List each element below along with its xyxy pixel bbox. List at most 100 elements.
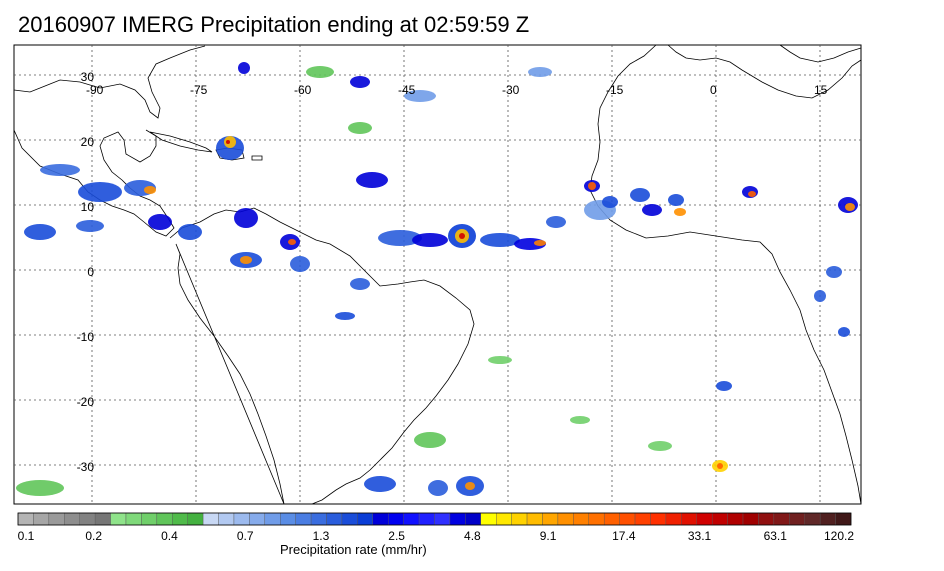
colorbar-swatch (94, 512, 111, 526)
colorbar-tick-label: 1.3 (312, 529, 330, 543)
precipitation-cell (335, 312, 355, 320)
latitude-label: -20 (77, 395, 95, 409)
longitude-label: -90 (86, 83, 104, 97)
precipitation-cell (648, 441, 672, 451)
graticule (14, 45, 861, 504)
colorbar-swatch (388, 512, 404, 526)
precipitation-cell (674, 208, 686, 216)
precipitation-cell (288, 239, 296, 245)
precipitation-cell (668, 194, 684, 206)
colorbar (17, 512, 852, 526)
precipitation-cell (716, 381, 732, 391)
precipitation-cell (378, 230, 422, 246)
colorbar-swatch (650, 512, 667, 526)
precipitation-cell (40, 164, 80, 176)
colorbar-tick-label: 120.2 (823, 529, 855, 543)
precipitation-cell (178, 224, 202, 240)
longitude-labels: -90 -75 -60 -45 -30 -15 0 15 (86, 83, 828, 97)
colorbar-swatch (249, 512, 266, 526)
precipitation-cell (642, 204, 662, 216)
precipitation-cell (226, 140, 230, 144)
coastline-iberia (667, 44, 862, 99)
colorbar-swatch (372, 512, 389, 526)
colorbar-swatch (557, 512, 574, 526)
colorbar-swatch (742, 512, 759, 526)
longitude-label: -60 (294, 83, 312, 97)
colorbar-outline (17, 512, 852, 526)
precipitation-cell (78, 182, 122, 202)
colorbar-swatch (403, 512, 420, 526)
precipitation-cell (240, 256, 252, 264)
precipitation-cell (348, 122, 372, 134)
precipitation-cell (570, 416, 590, 424)
coastline-africa (589, 44, 862, 505)
precipitation-cell (838, 327, 850, 337)
colorbar-swatch (573, 512, 589, 526)
colorbar-tick-label: 63.1 (763, 529, 787, 543)
colorbar-swatch (542, 512, 559, 526)
precipitation-cell (350, 76, 370, 88)
colorbar-swatch (711, 512, 728, 526)
colorbar-swatch (156, 512, 173, 526)
colorbar-title: Precipitation rate (mm/hr) (280, 542, 427, 557)
precipitation-cell (356, 172, 388, 188)
precipitation-cell (845, 203, 855, 211)
colorbar-swatch (496, 512, 512, 526)
coastline-puerto-rico (251, 155, 263, 161)
coastlines (13, 44, 862, 505)
precipitation-cell (148, 214, 172, 230)
precipitation-cell (588, 182, 596, 190)
colorbar-swatch (264, 512, 281, 526)
precipitation-cell (350, 278, 370, 290)
precipitation-cell (428, 480, 448, 496)
colorbar-tick-label: 9.1 (539, 529, 557, 543)
precipitation-cell (290, 256, 310, 272)
longitude-label: -75 (190, 83, 208, 97)
longitude-label: -15 (606, 83, 624, 97)
latitude-labels: 30 20 10 0 -10 -20 -30 (77, 70, 95, 474)
colorbar-swatch (17, 512, 34, 526)
colorbar-swatch (511, 512, 528, 526)
colorbar-swatch (141, 512, 158, 526)
latitude-label: -10 (77, 330, 95, 344)
colorbar-swatch (696, 512, 713, 526)
colorbar-tick-label: 0.2 (85, 529, 103, 543)
colorbar-swatch (835, 512, 852, 526)
coastline-cuba (149, 131, 213, 153)
precipitation-cell (24, 224, 56, 240)
precipitation-cell (76, 220, 104, 232)
precipitation-cell (534, 240, 546, 246)
precipitation-cell (16, 480, 64, 496)
precipitation-cell (364, 476, 396, 492)
colorbar-swatch (465, 512, 481, 526)
latitude-label: 30 (81, 70, 95, 84)
colorbar-swatch (588, 512, 605, 526)
longitude-label: -45 (398, 83, 416, 97)
precipitation-cell (465, 482, 475, 490)
precipitation-cell (459, 233, 465, 239)
longitude-label: 0 (710, 83, 717, 97)
colorbar-swatch (172, 512, 188, 526)
precipitation-cell (234, 208, 258, 228)
latitude-label: 20 (81, 135, 95, 149)
precipitation-cell (238, 62, 250, 74)
colorbar-swatch (603, 512, 620, 526)
colorbar-tick-label: 0.4 (161, 529, 178, 543)
colorbar-swatch (789, 512, 805, 526)
map-ocean (13, 44, 862, 505)
colorbar-swatch (665, 512, 682, 526)
colorbar-swatch (48, 512, 65, 526)
precipitation-cell (717, 463, 723, 469)
colorbar-swatch (202, 512, 219, 526)
colorbar-swatch (819, 512, 836, 526)
colorbar-swatch (295, 512, 312, 526)
coastline-south-america (169, 207, 475, 505)
colorbar-tick-label: 17.4 (612, 529, 636, 543)
colorbar-swatch (233, 512, 250, 526)
colorbar-swatch (310, 512, 327, 526)
colorbar-swatch (110, 512, 127, 526)
colorbar-swatch (681, 512, 697, 526)
colorbar-tick-label: 0.7 (236, 529, 254, 543)
colorbar-swatch (79, 512, 96, 526)
